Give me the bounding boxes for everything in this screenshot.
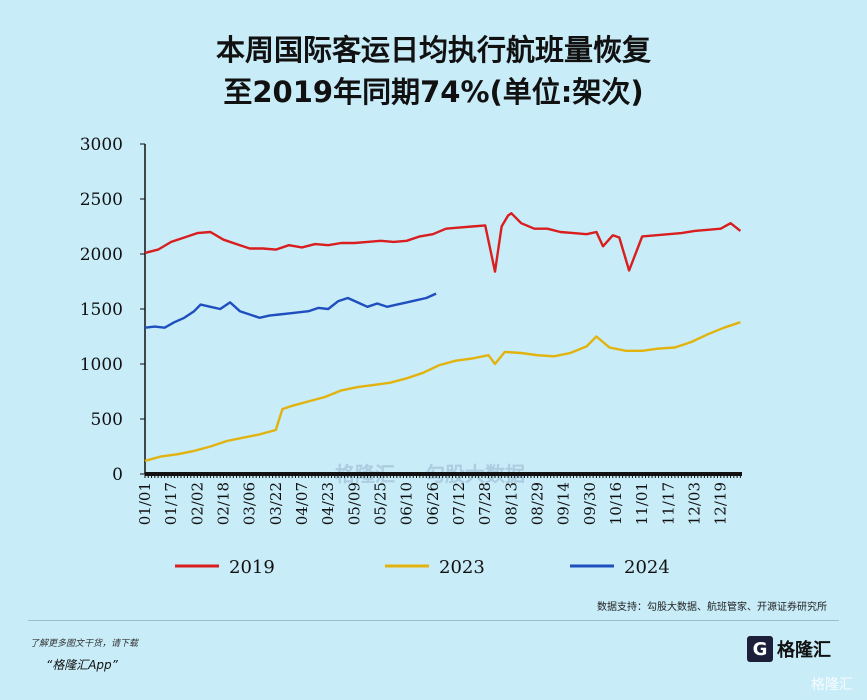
x-tick-label: 09/30 bbox=[581, 482, 599, 525]
x-tick-label: 05/09 bbox=[345, 482, 363, 525]
x-tick-label: 12/03 bbox=[686, 482, 704, 525]
x-tick-label: 02/02 bbox=[188, 482, 206, 525]
y-tick-label: 0 bbox=[112, 465, 123, 485]
source-text: 数据支持：勾股大数据、航班管家、开源证券研究所 bbox=[597, 602, 827, 613]
x-tick-label: 03/06 bbox=[241, 482, 259, 525]
x-tick-label: 09/14 bbox=[555, 482, 573, 525]
x-tick-label: 11/17 bbox=[659, 482, 677, 525]
y-tick-label: 2500 bbox=[80, 190, 123, 210]
y-tick-label: 1500 bbox=[80, 300, 123, 320]
footer-divider bbox=[28, 620, 839, 621]
x-tick-label: 03/22 bbox=[267, 482, 285, 525]
x-tick-label: 05/25 bbox=[372, 482, 390, 525]
footer-app-name: “格隆汇App” bbox=[46, 658, 118, 672]
line-chart: 0 500 1000 1500 2000 2500 3000 01/01 01/17 02/02 0… bbox=[80, 135, 742, 578]
x-tick-label: 08/13 bbox=[502, 482, 520, 525]
x-axis bbox=[145, 472, 742, 476]
legend-label-2019: 2019 bbox=[229, 557, 275, 578]
y-tick-label: 1000 bbox=[80, 355, 123, 375]
y-tick-label: 500 bbox=[91, 410, 123, 430]
x-tick-label: 10/16 bbox=[607, 482, 625, 525]
y-tick-label: 3000 bbox=[80, 135, 123, 155]
x-tick-label: 08/29 bbox=[529, 482, 547, 525]
series-line-2023 bbox=[144, 321, 741, 462]
corner-watermark: 格隆汇 bbox=[811, 677, 853, 693]
series-line-2024 bbox=[144, 292, 437, 329]
x-tick-label: 04/07 bbox=[293, 482, 311, 525]
x-tick-label: 11/01 bbox=[633, 482, 651, 525]
chart-title-line2: 至2019年同期74%(单位:架次) bbox=[223, 75, 644, 109]
logo-text: 格隆汇 bbox=[777, 640, 831, 661]
x-tick-label: 04/23 bbox=[319, 482, 337, 525]
brand-logo: G 格隆汇 bbox=[747, 636, 831, 662]
x-tick-label: 02/18 bbox=[215, 482, 233, 525]
legend-label-2023: 2023 bbox=[439, 557, 485, 578]
footer-download-hint: 了解更多图文干货，请下载 bbox=[30, 639, 139, 649]
legend-label-2024: 2024 bbox=[624, 557, 670, 578]
y-tick-label: 2000 bbox=[80, 245, 123, 265]
x-tick-label: 12/19 bbox=[712, 482, 730, 525]
x-tick-label: 07/28 bbox=[476, 482, 494, 525]
x-tick-label: 01/01 bbox=[136, 482, 154, 525]
x-tick-label: 06/10 bbox=[398, 482, 416, 525]
x-tick-label: 06/26 bbox=[424, 482, 442, 525]
x-tick-label: 01/17 bbox=[162, 482, 180, 525]
chart-title-line1: 本周国际客运日均执行航班量恢复 bbox=[215, 33, 651, 67]
x-tick-label: 07/12 bbox=[450, 482, 468, 525]
logo-g-icon: G bbox=[747, 636, 773, 662]
series-line-2019 bbox=[144, 212, 742, 273]
